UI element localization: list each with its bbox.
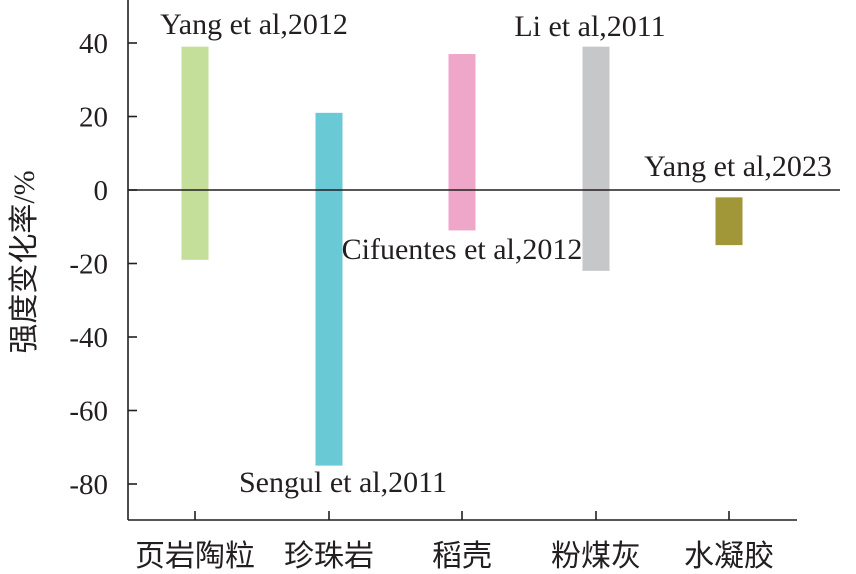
- annotation-label: Cifuentes et al,2012: [342, 233, 583, 266]
- annotations-group: Yang et al,2012 Sengul et al,2011 Cifuente…: [160, 8, 832, 499]
- y-tick-label: 0: [94, 175, 109, 207]
- x-category-label: 珍珠岩: [284, 540, 374, 573]
- x-category-label: 粉煤灰: [551, 540, 641, 573]
- x-category-label: 稻壳: [432, 540, 492, 573]
- y-tick-label: -40: [69, 322, 108, 354]
- y-tick-label: -20: [69, 249, 108, 281]
- annotation-label: Yang et al,2012: [160, 8, 348, 41]
- annotation-label: Sengul et al,2011: [239, 466, 447, 499]
- bar-5: [715, 197, 743, 246]
- bar-4: [582, 46, 610, 271]
- bar-1: [181, 46, 209, 260]
- y-tick-label: -80: [69, 469, 108, 501]
- bar-3: [448, 54, 476, 231]
- annotation-label: Li et al,2011: [514, 10, 665, 43]
- y-axis-label: 强度变化率/%: [8, 170, 41, 353]
- bar-2: [315, 112, 343, 466]
- x-category-label: 页岩陶粒: [135, 540, 255, 573]
- x-ticks-group: 页岩陶粒 珍珠岩 稻壳 粉煤灰 水凝胶: [135, 511, 774, 573]
- annotation-label: Yang et al,2023: [644, 150, 832, 183]
- y-tick-label: 40: [79, 28, 108, 60]
- y-tick-label: 20: [79, 102, 108, 134]
- y-tick-label: -60: [69, 396, 108, 428]
- y-ticks-group: 40 20 0 -20 -40 -60 -80: [69, 28, 137, 501]
- bars-group: [181, 46, 743, 466]
- x-category-label: 水凝胶: [684, 540, 774, 573]
